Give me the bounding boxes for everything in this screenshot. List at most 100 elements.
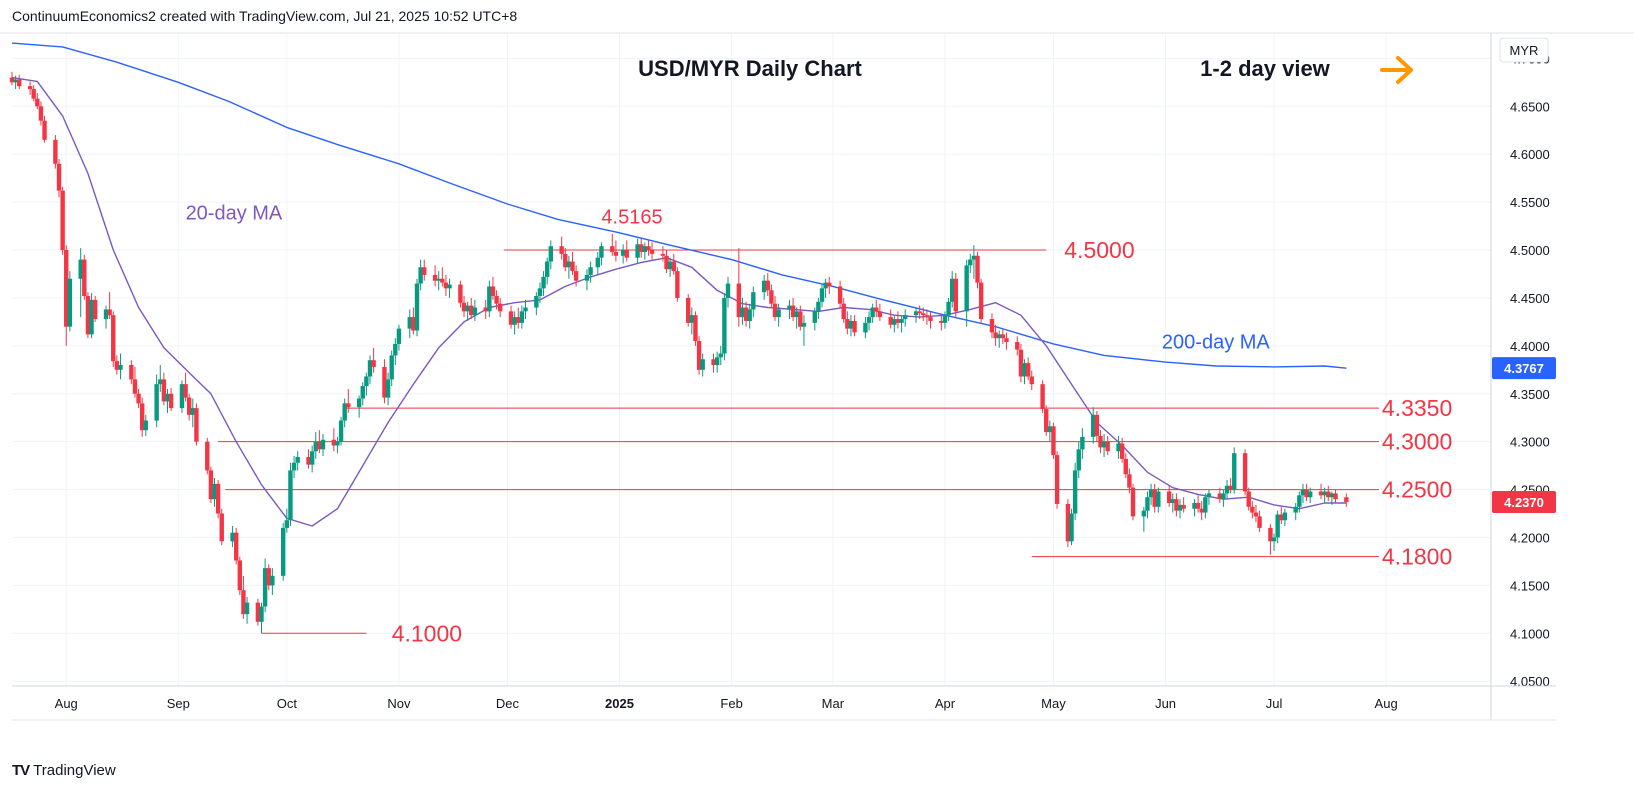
- candle-body: [863, 322, 868, 333]
- candle-body: [1029, 376, 1034, 385]
- candle: [946, 297, 951, 321]
- candle: [595, 251, 601, 275]
- candle-body: [895, 319, 901, 323]
- candle-body: [1344, 497, 1349, 503]
- candle: [371, 347, 376, 373]
- y-tick-label: 4.0500: [1510, 674, 1550, 689]
- candle: [790, 297, 796, 321]
- candle-body: [1293, 506, 1298, 513]
- candle: [639, 238, 644, 258]
- candle: [1181, 497, 1186, 513]
- candle-body: [845, 319, 850, 329]
- candle: [42, 115, 47, 143]
- candle-body: [136, 393, 141, 404]
- candle: [490, 276, 496, 300]
- annotation-label: 20-day MA: [186, 202, 283, 224]
- candle: [1275, 510, 1280, 544]
- candle-body: [389, 355, 394, 380]
- candle: [1333, 489, 1338, 503]
- candle: [512, 311, 517, 335]
- candle-body: [1148, 489, 1154, 498]
- candle-body: [335, 441, 340, 446]
- candle: [1318, 483, 1324, 500]
- candle: [382, 359, 387, 404]
- candle-body: [740, 307, 745, 318]
- candle-body: [317, 441, 322, 450]
- candle-body: [1257, 516, 1262, 528]
- candle-body: [1177, 504, 1183, 511]
- candle-body: [179, 384, 185, 409]
- candle-body: [801, 322, 807, 327]
- candle: [1279, 506, 1284, 525]
- candle-body: [819, 288, 825, 302]
- candle: [714, 351, 720, 373]
- candle: [212, 478, 217, 507]
- candle-body: [953, 278, 959, 312]
- candle-body: [458, 284, 463, 303]
- x-tick-label: Mar: [822, 696, 845, 711]
- candle: [215, 479, 221, 519]
- candle-body: [114, 361, 120, 370]
- candle: [186, 393, 192, 421]
- candle: [244, 596, 250, 624]
- candle-body: [237, 560, 243, 591]
- candle: [1329, 491, 1335, 505]
- x-tick-label: May: [1041, 696, 1066, 711]
- candle: [1232, 447, 1237, 494]
- candle-body: [143, 420, 148, 431]
- candle-body: [241, 590, 246, 615]
- candle-body: [613, 251, 619, 256]
- candle-body: [537, 288, 543, 297]
- candle: [751, 286, 756, 318]
- candle-body: [902, 315, 908, 320]
- candle: [848, 315, 854, 337]
- candle-body: [1072, 470, 1078, 514]
- candle-body: [1025, 363, 1031, 377]
- x-tick-label: Aug: [1375, 696, 1398, 711]
- candle: [1156, 487, 1161, 513]
- candle-body: [798, 311, 803, 327]
- candle-body: [219, 513, 224, 542]
- candle: [642, 242, 648, 260]
- candle: [458, 280, 463, 308]
- candle: [866, 311, 872, 331]
- candle-body: [1076, 449, 1081, 471]
- candle: [1141, 506, 1147, 532]
- candle: [85, 292, 91, 339]
- candle: [281, 523, 286, 581]
- candle: [241, 575, 246, 619]
- candle: [841, 297, 846, 323]
- candle-body: [168, 393, 174, 409]
- candle: [1253, 504, 1259, 523]
- candle-body: [874, 307, 879, 312]
- candle-body: [610, 246, 615, 252]
- candle-body: [559, 246, 564, 254]
- candle: [667, 257, 673, 277]
- ma20-line: [11, 76, 1347, 527]
- candle-body: [1217, 493, 1222, 500]
- x-tick-label: Dec: [496, 696, 520, 711]
- candle-body: [1094, 414, 1100, 436]
- candle-body: [711, 359, 716, 366]
- candle-body: [183, 384, 188, 398]
- candle: [812, 307, 817, 331]
- candle: [660, 246, 666, 262]
- candle-body: [671, 261, 676, 272]
- candle: [899, 315, 904, 333]
- candle-body: [848, 320, 854, 329]
- candle: [978, 278, 984, 323]
- candle-body: [1192, 502, 1197, 509]
- candle: [92, 296, 98, 322]
- candle: [761, 274, 767, 300]
- candle: [747, 303, 752, 329]
- candle-body: [675, 271, 680, 298]
- candle: [64, 245, 69, 346]
- candle: [537, 282, 543, 303]
- candle-body: [700, 359, 705, 370]
- candle: [234, 527, 239, 565]
- candle-body: [266, 568, 271, 586]
- candle-body: [262, 568, 268, 607]
- candle-body: [512, 317, 517, 325]
- candle-body: [411, 317, 416, 331]
